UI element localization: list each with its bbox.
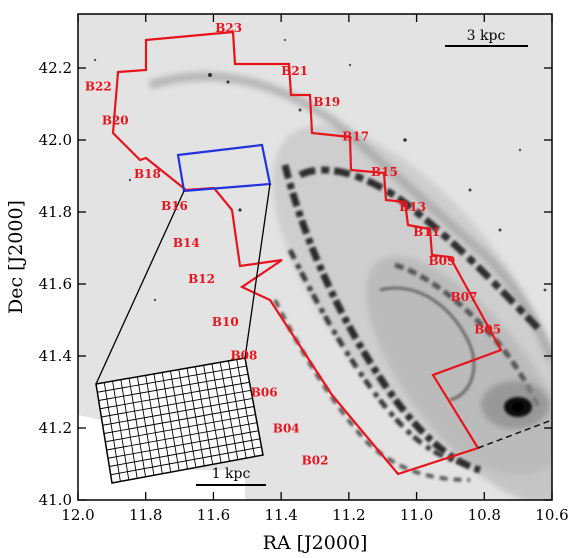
inset-pointing-grid bbox=[95, 357, 264, 484]
inset-grid-line bbox=[105, 414, 256, 443]
x-tick-label: 11.6 bbox=[197, 506, 230, 524]
brick-label-b17: B17 bbox=[342, 130, 369, 144]
brick-label-b05: B05 bbox=[474, 322, 501, 336]
brick-label-b09: B09 bbox=[429, 254, 456, 268]
inset-grid-line bbox=[110, 446, 262, 476]
brick-label-b11: B11 bbox=[413, 225, 440, 239]
x-tick-label: 10.8 bbox=[468, 506, 501, 524]
galaxy-image bbox=[78, 14, 552, 500]
brick-label-b14: B14 bbox=[173, 236, 200, 250]
brick-label-b18: B18 bbox=[134, 167, 161, 181]
y-axis-title: Dec [J2000] bbox=[5, 200, 27, 314]
y-axis: 41.0 41.2 41.4 41.6 41.8 42.0 42.2 bbox=[39, 59, 552, 509]
scale-bar-inset: 1 kpc bbox=[196, 466, 266, 486]
inset-grid-line bbox=[97, 365, 247, 393]
scale-bar-main: 3 kpc bbox=[445, 28, 528, 47]
scale-bar-inset-label: 1 kpc bbox=[212, 466, 251, 482]
brick-label-b19: B19 bbox=[313, 95, 340, 109]
x-tick-label: 11.0 bbox=[400, 506, 433, 524]
y-tick-label: 42.0 bbox=[39, 131, 72, 149]
brick-label-b16: B16 bbox=[161, 199, 188, 213]
inset-grid-line bbox=[101, 389, 252, 418]
zoom-connector-line bbox=[95, 190, 185, 385]
inset-grid-line bbox=[102, 397, 253, 426]
y-tick-label: 41.8 bbox=[39, 203, 72, 221]
brick-label-b08: B08 bbox=[230, 349, 257, 363]
survey-footprint-outline bbox=[111, 30, 503, 476]
brick-labels: B23 B21 B19 B17 B15 B13 B11 B09 B07 B05 B22 B20 B18 B… bbox=[85, 21, 501, 468]
y-tick-label: 41.6 bbox=[39, 275, 72, 293]
y-tick-label: 41.2 bbox=[39, 419, 72, 437]
y-tick-label: 41.0 bbox=[39, 491, 72, 509]
x-tick-label: 11.4 bbox=[264, 506, 297, 524]
inset-grid-line bbox=[106, 422, 258, 451]
x-tick-label: 11.8 bbox=[129, 506, 162, 524]
brick-label-b21: B21 bbox=[281, 64, 308, 78]
brick-label-b07: B07 bbox=[451, 290, 478, 304]
brick-label-b22: B22 bbox=[85, 80, 112, 94]
inset-grid-line bbox=[98, 373, 249, 401]
brick-label-b12: B12 bbox=[188, 272, 215, 286]
scale-bar-main-label: 3 kpc bbox=[467, 28, 506, 44]
brick-label-b13: B13 bbox=[399, 200, 426, 214]
inset-grid-line bbox=[107, 430, 259, 459]
brick-label-b23: B23 bbox=[215, 21, 242, 35]
inset-grid-line bbox=[109, 438, 261, 467]
y-tick-label: 41.4 bbox=[39, 347, 72, 365]
x-axis-title: RA [J2000] bbox=[263, 532, 368, 554]
brick-label-b02: B02 bbox=[302, 454, 329, 468]
plot-frame bbox=[77, 13, 553, 501]
x-tick-label: 10.6 bbox=[535, 506, 568, 524]
y-tick-label: 42.2 bbox=[39, 59, 72, 77]
inset-grid-line bbox=[103, 406, 255, 434]
x-axis: 12.0 11.8 11.6 11.4 11.2 11.0 10.8 10.6 bbox=[61, 14, 569, 524]
brick-label-b04: B04 bbox=[273, 422, 300, 436]
brick-label-b06: B06 bbox=[251, 385, 278, 399]
zoom-connector-line bbox=[244, 183, 271, 359]
x-tick-label: 12.0 bbox=[61, 506, 94, 524]
footprint-dashed-extension bbox=[477, 419, 553, 449]
x-tick-label: 11.2 bbox=[332, 506, 365, 524]
brick-label-b10: B10 bbox=[212, 315, 239, 329]
inset-grid-line bbox=[99, 381, 250, 410]
brick-label-b15: B15 bbox=[371, 165, 398, 179]
brick-label-b20: B20 bbox=[102, 114, 129, 128]
